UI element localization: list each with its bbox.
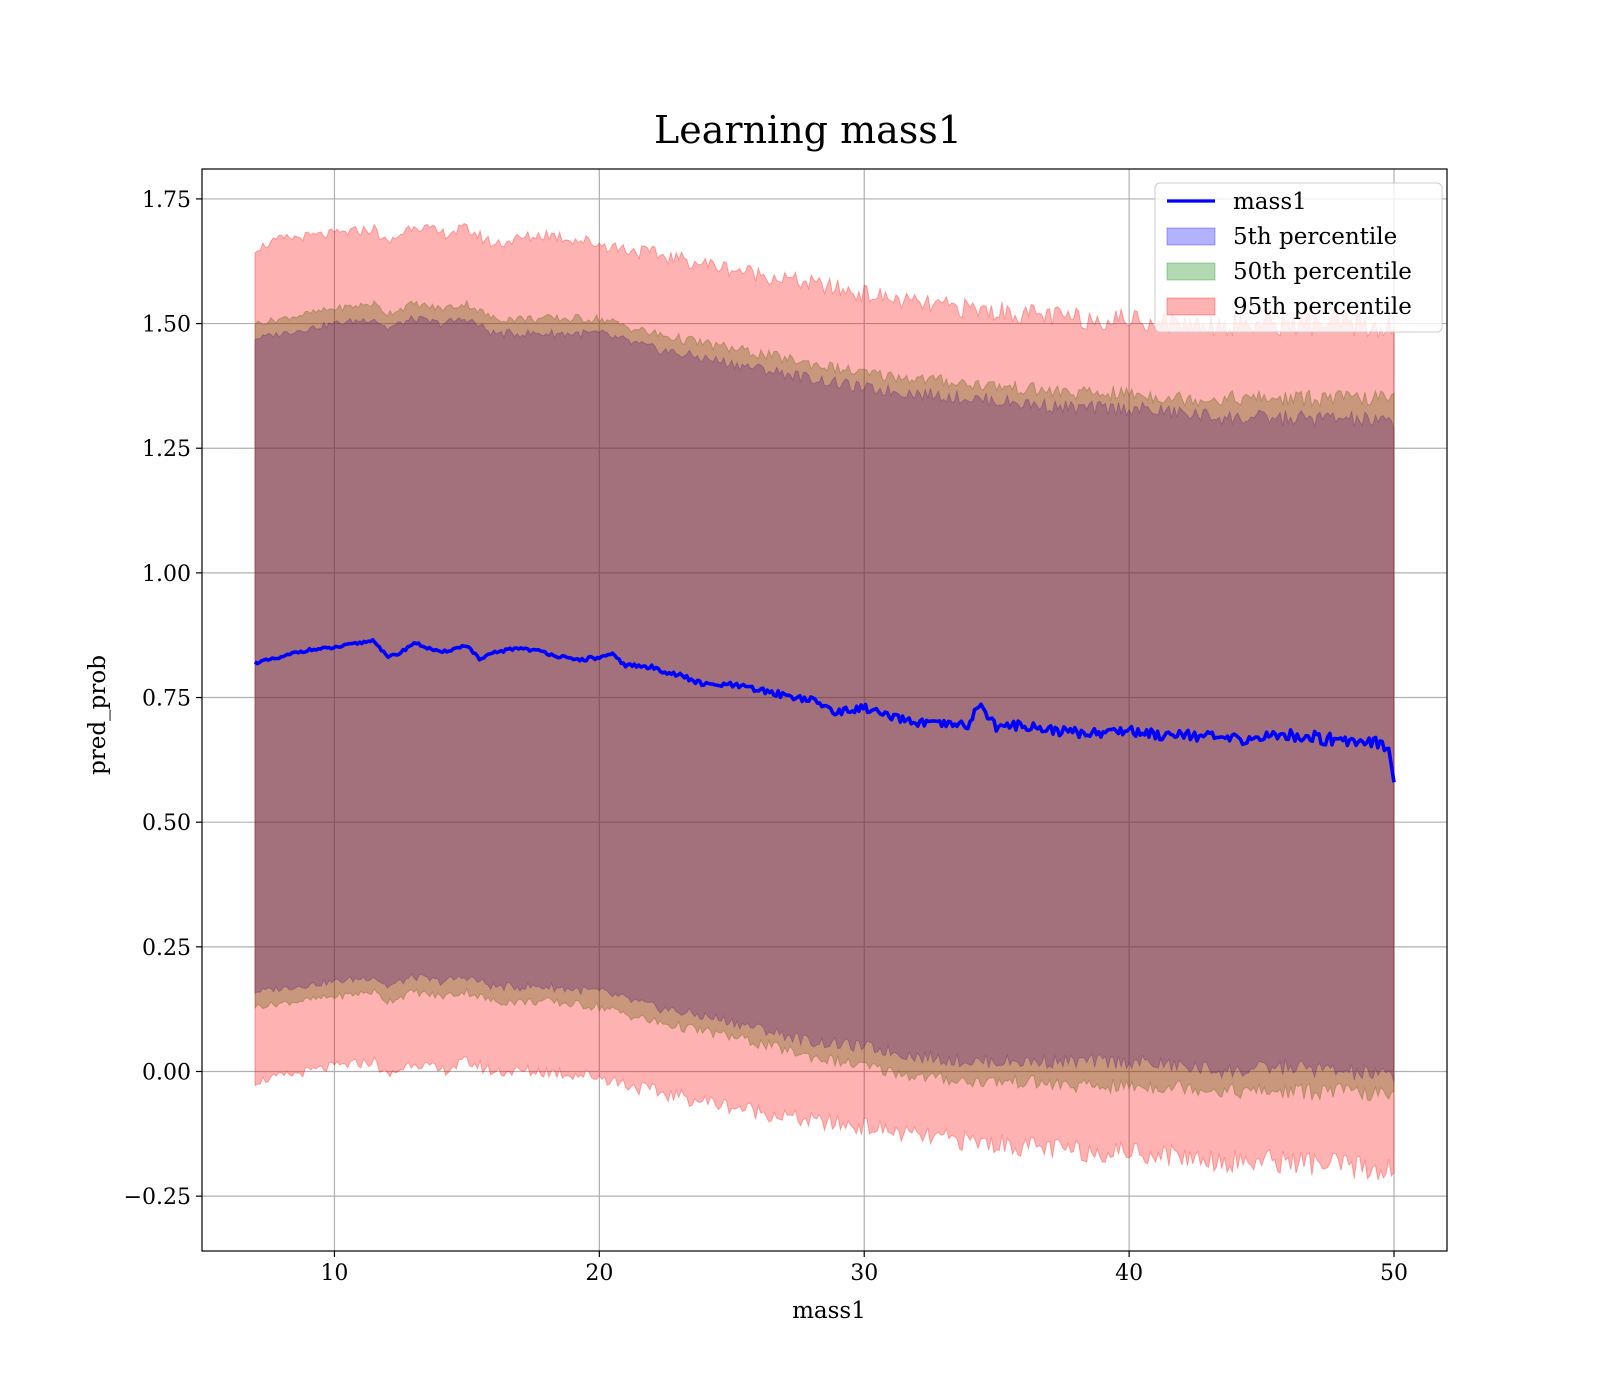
legend-label-mass1: mass1 xyxy=(1233,189,1307,215)
percentile-bands xyxy=(254,222,1395,1181)
y-tick-label-1: 0.00 xyxy=(142,1060,191,1085)
mass1-line-layer xyxy=(253,637,1396,783)
y-axis-ticks: −0.25 0.00 0.25 0.50 0.75 1.00 1.25 1.50 1.75 xyxy=(124,188,202,1210)
legend-swatch-95th xyxy=(1166,297,1216,316)
x-axis-ticks: 10 20 30 40 50 xyxy=(320,1251,1408,1286)
x-axis-label: mass1 xyxy=(792,1298,866,1324)
band-5th-percentile xyxy=(254,314,1395,1083)
plot-frame xyxy=(201,168,1448,1252)
y-tick-label-3: 0.50 xyxy=(142,811,191,836)
x-tick-label-4: 50 xyxy=(1380,1261,1408,1286)
x-tick-label-3: 40 xyxy=(1115,1261,1143,1286)
x-tick-label-0: 10 xyxy=(320,1261,348,1286)
chart-title: Learning mass1 xyxy=(654,108,962,152)
band-50th-percentile xyxy=(254,299,1395,1102)
x-tick-label-2: 30 xyxy=(850,1261,878,1286)
legend: mass1 5th percentile 50th percentile 95t… xyxy=(1154,182,1443,333)
mass1-line xyxy=(253,637,1396,783)
legend-label-5th: 5th percentile xyxy=(1233,224,1397,250)
y-tick-label-0: −0.25 xyxy=(124,1185,191,1210)
legend-label-50th: 50th percentile xyxy=(1233,259,1412,285)
y-tick-label-2: 0.25 xyxy=(142,936,191,961)
y-tick-label-8: 1.75 xyxy=(142,188,191,213)
legend-swatch-5th xyxy=(1166,227,1216,246)
band-95th-percentile xyxy=(254,222,1395,1181)
y-tick-label-4: 0.75 xyxy=(142,687,191,712)
y-tick-label-7: 1.50 xyxy=(142,313,191,338)
legend-label-95th: 95th percentile xyxy=(1233,294,1412,320)
legend-swatch-50th xyxy=(1166,262,1216,281)
legend-frame xyxy=(1154,182,1443,333)
y-tick-label-5: 1.00 xyxy=(142,562,191,587)
y-axis-label: pred_prob xyxy=(85,655,111,775)
x-tick-label-1: 20 xyxy=(585,1261,613,1286)
y-tick-label-6: 1.25 xyxy=(142,437,191,462)
